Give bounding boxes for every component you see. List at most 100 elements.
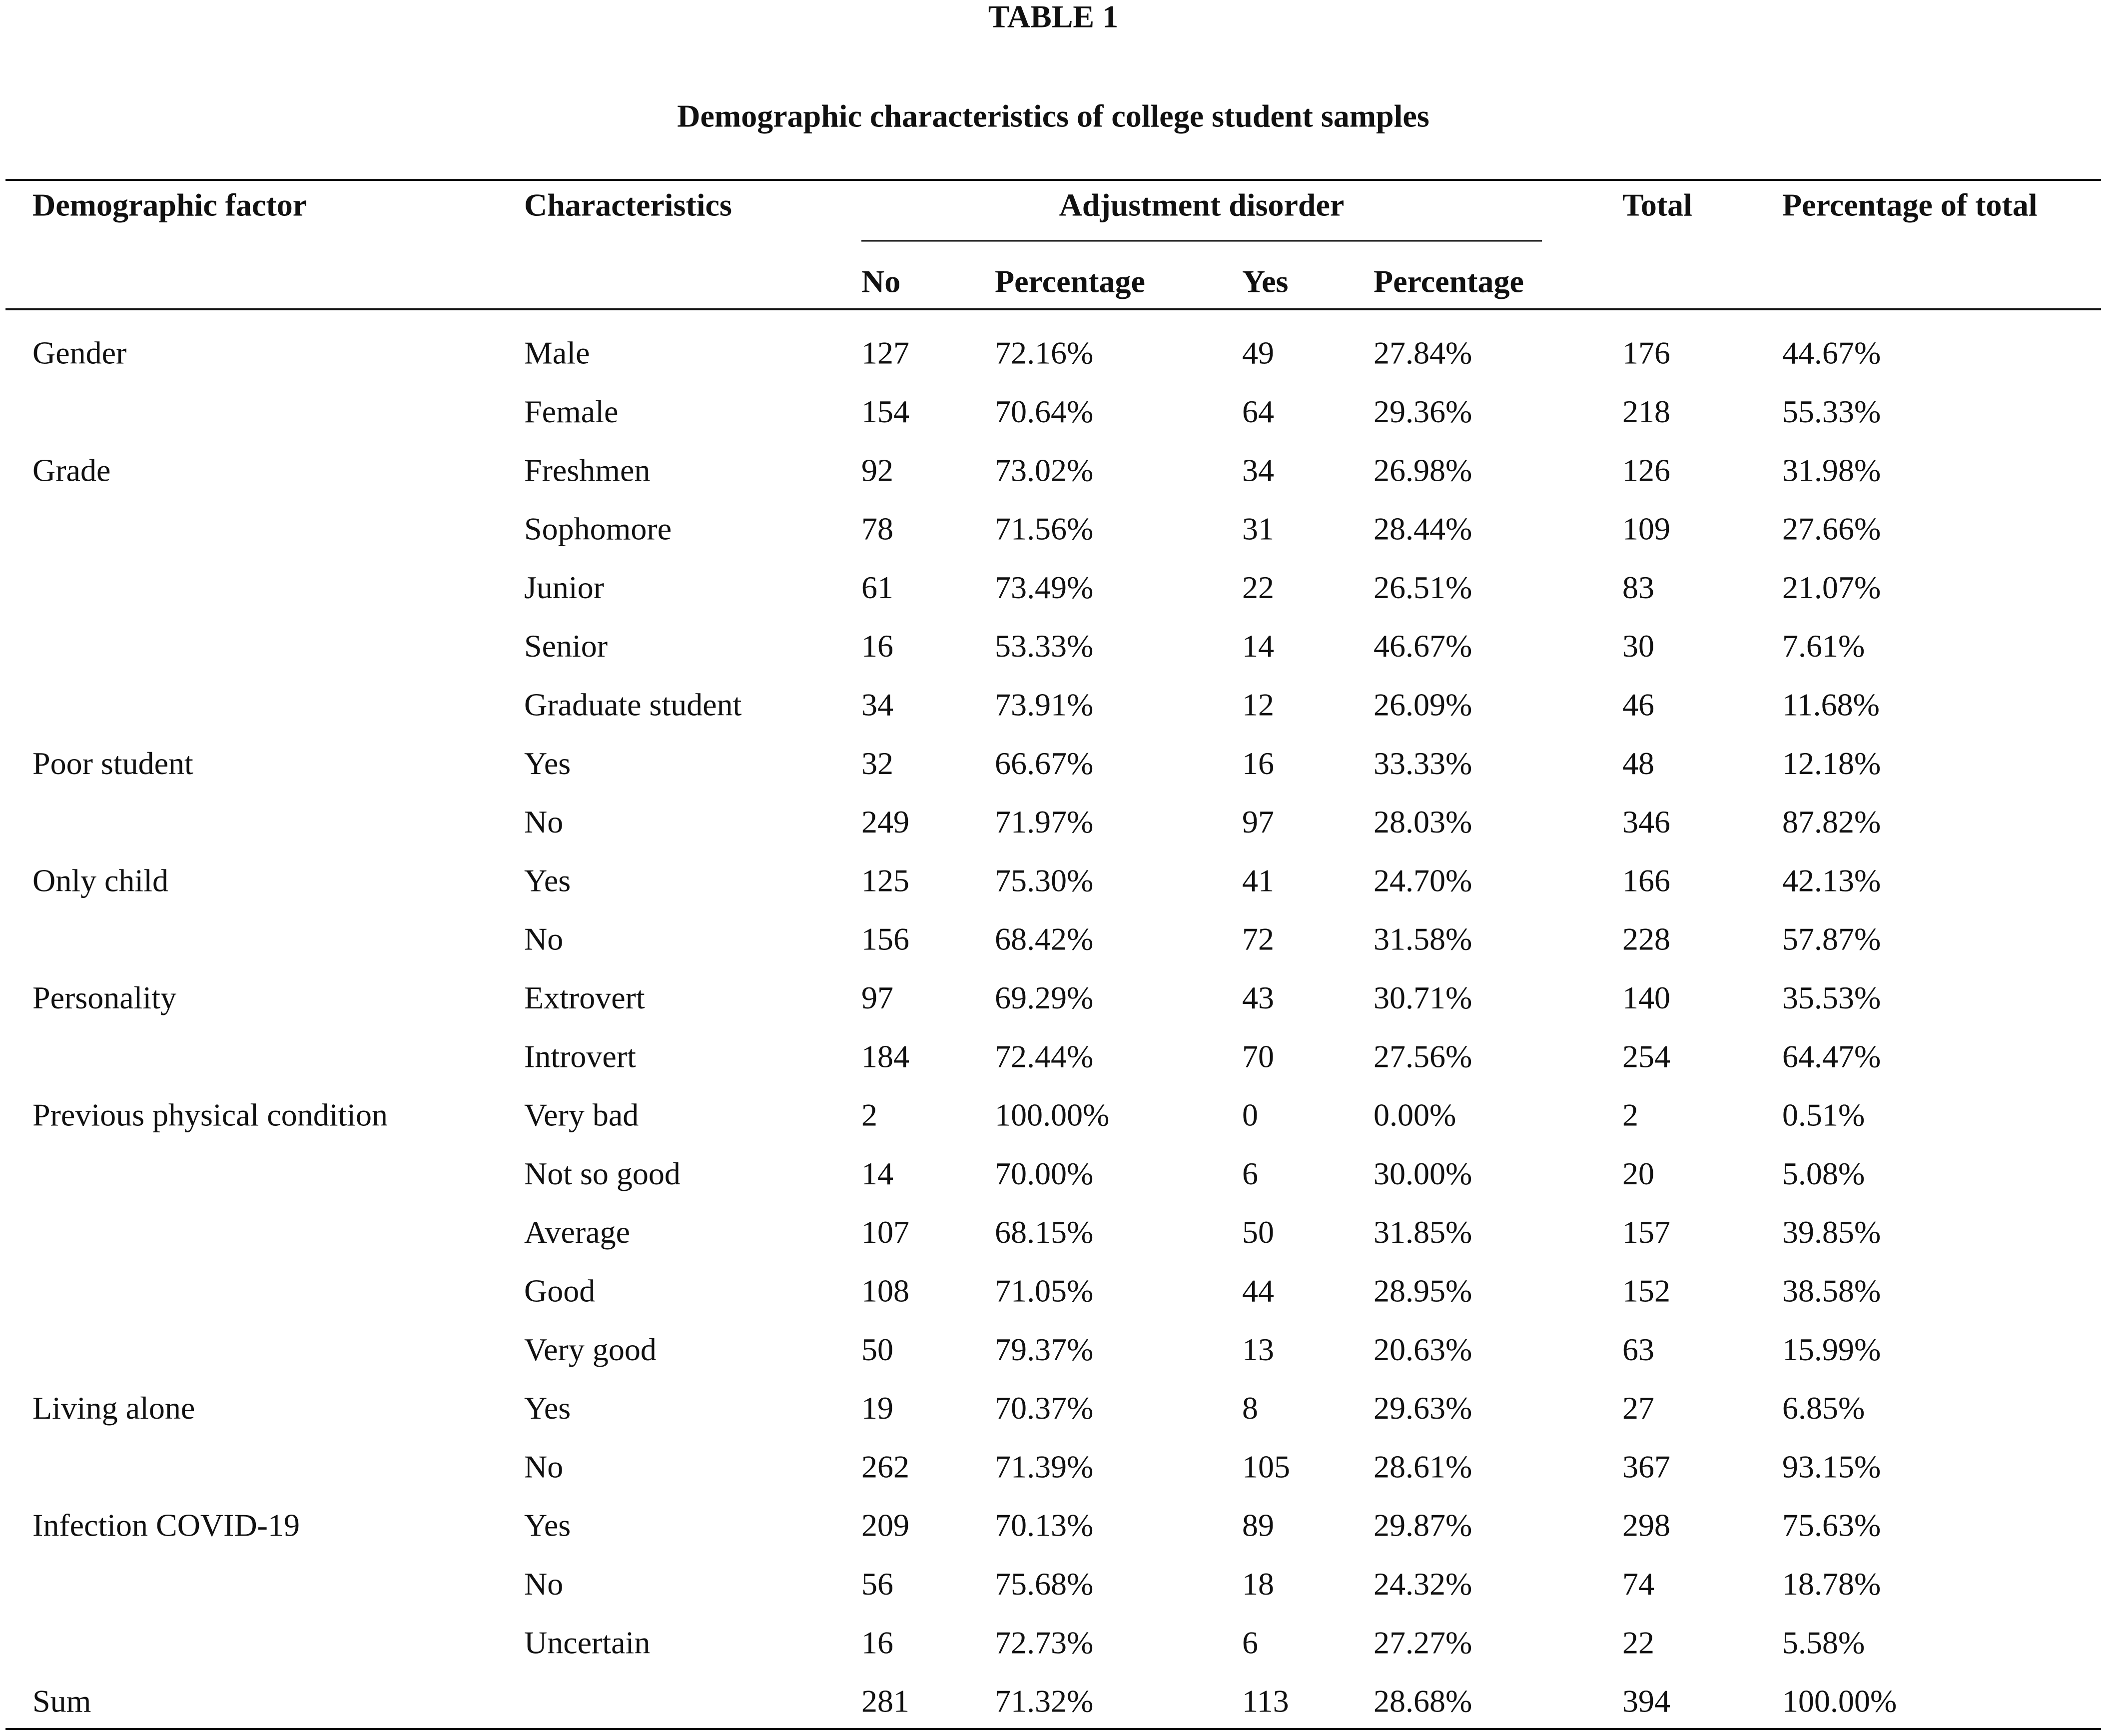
table-cell: No xyxy=(524,921,563,957)
table-cell: 24.70% xyxy=(1374,863,1472,898)
table-cell: 93.15% xyxy=(1782,1449,1881,1484)
table-cell: 157 xyxy=(1622,1214,1670,1250)
table-cell: 19 xyxy=(861,1390,893,1426)
subheader-cell: Percentage xyxy=(1374,264,1524,299)
table-cell: 30.00% xyxy=(1374,1156,1472,1191)
table-cell: 73.91% xyxy=(995,687,1093,722)
table-cell: 44 xyxy=(1242,1273,1274,1308)
table-cell: 70.13% xyxy=(995,1508,1093,1543)
table-cell: 298 xyxy=(1622,1508,1670,1543)
table-cell: No xyxy=(524,1449,563,1484)
table-cell: Yes xyxy=(524,1508,571,1543)
table-cell: 6 xyxy=(1242,1156,1258,1191)
table-cell: 46 xyxy=(1622,687,1654,722)
table-cell: 0 xyxy=(1242,1097,1258,1133)
table-cell: 75.68% xyxy=(995,1566,1093,1602)
subheader-cell: Yes xyxy=(1242,264,1288,299)
sum-cell: 71.32% xyxy=(995,1684,1093,1719)
table-cell: 13 xyxy=(1242,1332,1274,1367)
table-cell: Senior xyxy=(524,628,608,664)
table-cell: 42.13% xyxy=(1782,863,1881,898)
table-cell: 108 xyxy=(861,1273,909,1308)
table-cell: 66.67% xyxy=(995,746,1093,781)
table-cell: 0.51% xyxy=(1782,1097,1865,1133)
table-cell: 89 xyxy=(1242,1508,1274,1543)
table-cell: 5.58% xyxy=(1782,1625,1865,1660)
table-cell: 125 xyxy=(861,863,909,898)
table-cell: 46.67% xyxy=(1374,628,1472,664)
table-cell: 75.30% xyxy=(995,863,1093,898)
table-cell: 262 xyxy=(861,1449,909,1484)
table-cell: 254 xyxy=(1622,1038,1670,1074)
table-cell: 16 xyxy=(1242,746,1274,781)
sum-cell: 394 xyxy=(1622,1684,1670,1719)
table-cell: 140 xyxy=(1622,980,1670,1015)
table-cell: Average xyxy=(524,1214,630,1250)
table-cell: 109 xyxy=(1622,511,1670,547)
table-cell: 71.56% xyxy=(995,511,1093,547)
subheader-cell: No xyxy=(861,264,900,299)
table-cell: 107 xyxy=(861,1214,909,1250)
table-cell: Yes xyxy=(524,863,571,898)
table-cell: 33.33% xyxy=(1374,746,1472,781)
table-cell: 127 xyxy=(861,335,909,371)
table-cell: 2 xyxy=(861,1097,877,1133)
table-cell: 24.32% xyxy=(1374,1566,1472,1602)
table-cell: 30 xyxy=(1622,628,1654,664)
table-cell: 35.53% xyxy=(1782,980,1881,1015)
table-cell: 14 xyxy=(1242,628,1274,664)
table-cell: 64.47% xyxy=(1782,1038,1881,1074)
table-cell: 78 xyxy=(861,511,893,547)
table-cell: 249 xyxy=(861,804,909,840)
subheader-cell: Percentage xyxy=(995,264,1145,299)
table-cell: 39.85% xyxy=(1782,1214,1881,1250)
table-cell: 100.00% xyxy=(995,1097,1109,1133)
factor-cell: Infection COVID-19 xyxy=(32,1508,300,1543)
table-cell: 26.98% xyxy=(1374,452,1472,488)
factor-cell: Only child xyxy=(32,863,168,898)
table-cell: 27 xyxy=(1622,1390,1654,1426)
factor-cell: Living alone xyxy=(32,1390,195,1426)
table-cell: 71.05% xyxy=(995,1273,1093,1308)
table-cell: 68.15% xyxy=(995,1214,1093,1250)
table-cell: 31.98% xyxy=(1782,452,1881,488)
table-cell: 56 xyxy=(861,1566,893,1602)
table-cell: 70.00% xyxy=(995,1156,1093,1191)
table-cell: 22 xyxy=(1242,570,1274,605)
table-cell: 55.33% xyxy=(1782,394,1881,429)
table-cell: 79.37% xyxy=(995,1332,1093,1367)
table-cell: 105 xyxy=(1242,1449,1290,1484)
table-cell: 38.58% xyxy=(1782,1273,1881,1308)
table-cell: 16 xyxy=(861,1625,893,1660)
table-cell: 27.56% xyxy=(1374,1038,1472,1074)
table-cell: 50 xyxy=(1242,1214,1274,1250)
table-cell: 28.03% xyxy=(1374,804,1472,840)
table-cell: 156 xyxy=(861,921,909,957)
table-cell: 0.00% xyxy=(1374,1097,1456,1133)
table-cell: 28.44% xyxy=(1374,511,1472,547)
table-cell: 69.29% xyxy=(995,980,1093,1015)
table-cell: 75.63% xyxy=(1782,1508,1881,1543)
table-cell: 228 xyxy=(1622,921,1670,957)
table-cell: 53.33% xyxy=(995,628,1093,664)
table-cell: 22 xyxy=(1622,1625,1654,1660)
table-cell: 72.73% xyxy=(995,1625,1093,1660)
table-cell: 8 xyxy=(1242,1390,1258,1426)
table-cell: Very bad xyxy=(524,1097,639,1133)
table-cell: Very good xyxy=(524,1332,657,1367)
factor-cell: Previous physical condition xyxy=(32,1097,388,1133)
table-cell: Extrovert xyxy=(524,980,645,1015)
table-cell: 32 xyxy=(861,746,893,781)
table-cell: 97 xyxy=(861,980,893,1015)
table-cell: 346 xyxy=(1622,804,1670,840)
table-cell: 97 xyxy=(1242,804,1274,840)
table-cell: 16 xyxy=(861,628,893,664)
table-cell: 29.87% xyxy=(1374,1508,1472,1543)
table-cell: 49 xyxy=(1242,335,1274,371)
table-cell: 367 xyxy=(1622,1449,1670,1484)
table-cell: 6 xyxy=(1242,1625,1258,1660)
table-cell: 50 xyxy=(861,1332,893,1367)
table-cell: 68.42% xyxy=(995,921,1093,957)
table-cell: Sophomore xyxy=(524,511,672,547)
table-cell: 20 xyxy=(1622,1156,1654,1191)
